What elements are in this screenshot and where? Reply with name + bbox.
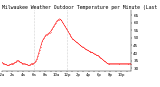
Text: Milwaukee Weather Outdoor Temperature per Minute (Last 24 Hours): Milwaukee Weather Outdoor Temperature pe… <box>2 5 160 10</box>
